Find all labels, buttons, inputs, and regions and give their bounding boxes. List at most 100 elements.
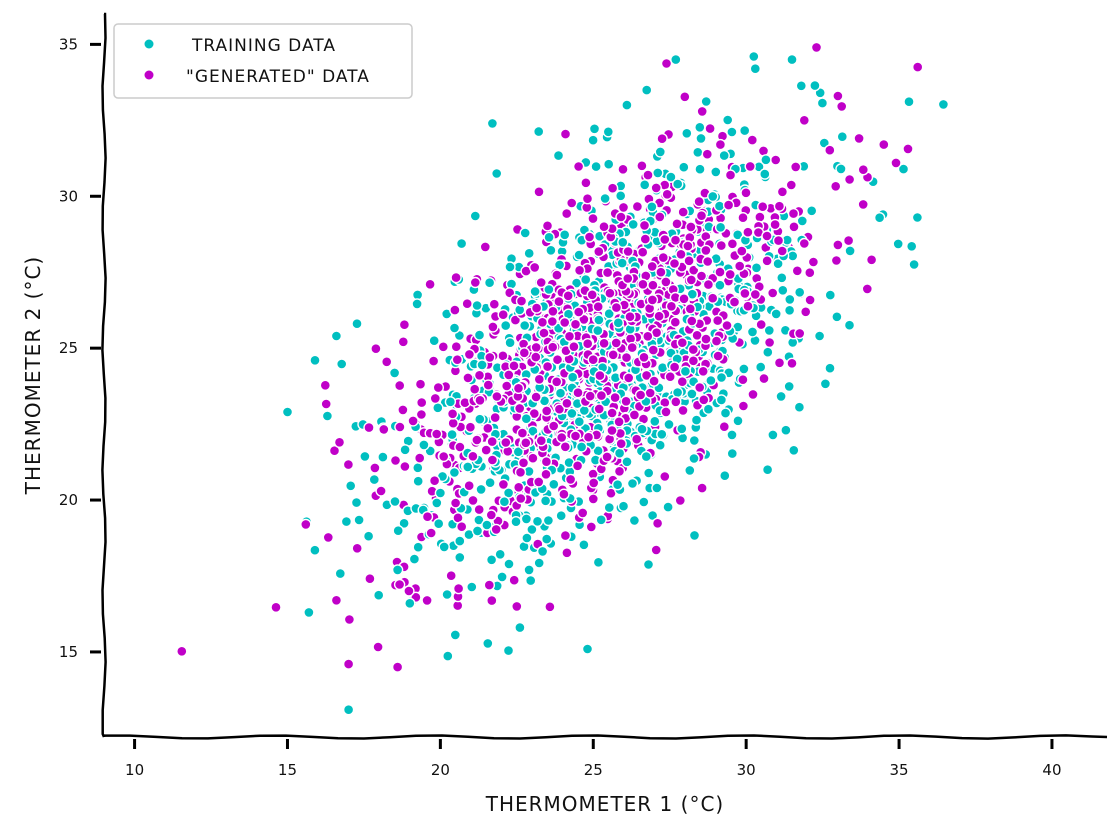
data-point-training (448, 466, 461, 479)
legend-marker-generated (144, 70, 154, 80)
data-point-generated (320, 398, 332, 410)
data-point-generated (474, 394, 486, 406)
data-point-training (392, 525, 404, 537)
data-point-training (726, 126, 738, 138)
data-point-generated (572, 387, 584, 399)
data-point-training (519, 227, 531, 239)
data-point-training (573, 416, 585, 428)
legend-label-training: TRAINING DATA (191, 36, 336, 56)
data-point-generated (609, 391, 621, 404)
data-point-training (732, 415, 744, 427)
data-point-training (539, 495, 552, 507)
data-point-generated (530, 341, 542, 354)
data-point-training (621, 456, 633, 468)
data-point-generated (372, 641, 384, 653)
data-point-generated (512, 382, 525, 394)
data-point-training (903, 95, 915, 108)
data-point-generated (773, 200, 786, 212)
data-point-training (732, 229, 744, 241)
data-point-generated (593, 245, 605, 258)
data-point-training (816, 97, 829, 109)
data-point-training (523, 564, 535, 576)
data-point-generated (695, 209, 708, 222)
data-point-generated (737, 400, 750, 412)
data-point-training (641, 84, 653, 96)
data-point-generated (463, 348, 476, 361)
data-point-generated (698, 394, 710, 406)
data-point-training (695, 132, 707, 145)
data-point-training (567, 371, 579, 383)
data-point-generated (563, 330, 576, 342)
data-point-training (412, 462, 424, 474)
data-point-training (548, 478, 560, 490)
data-point-generated (488, 298, 500, 310)
data-point-training (906, 240, 918, 253)
data-point-training (498, 496, 511, 508)
data-point-training (388, 367, 401, 379)
data-point-generated (540, 456, 553, 468)
data-point-generated (631, 200, 644, 213)
data-point-generated (394, 421, 406, 433)
data-point-training (342, 704, 355, 716)
data-point-training (330, 330, 343, 342)
data-point-generated (561, 207, 573, 220)
data-point-generated (572, 160, 585, 173)
data-point-generated (737, 374, 749, 386)
x-tick-label: 35 (890, 761, 909, 779)
data-point-training (654, 439, 666, 451)
data-point-generated (659, 233, 671, 246)
data-point-training (613, 447, 626, 459)
data-point-generated (669, 234, 682, 246)
data-point-generated (637, 246, 649, 258)
data-point-training (491, 167, 503, 180)
data-point-training (514, 621, 526, 634)
data-point-generated (467, 450, 479, 462)
data-point-training (603, 308, 615, 320)
data-point-generated (551, 376, 563, 388)
data-point-training (503, 558, 515, 570)
data-point-generated (432, 381, 444, 394)
data-point-generated (697, 365, 709, 377)
data-point-training (525, 574, 537, 587)
data-point-generated (517, 457, 530, 469)
data-point-generated (685, 274, 697, 286)
data-point-training (762, 346, 774, 358)
data-point-generated (794, 327, 806, 340)
data-point-generated (594, 369, 606, 382)
data-point-generated (647, 279, 659, 291)
data-point-generated (683, 255, 695, 267)
data-point-generated (770, 154, 782, 166)
data-point-training (776, 272, 788, 284)
data-point-training (481, 519, 493, 531)
data-point-generated (646, 294, 659, 306)
data-point-training (749, 62, 761, 75)
data-point-generated (425, 527, 437, 539)
data-point-generated (724, 169, 737, 181)
data-point-generated (763, 336, 776, 349)
data-point-generated (610, 337, 622, 349)
data-point-training (626, 477, 639, 490)
data-point-generated (757, 200, 769, 213)
data-point-training (671, 386, 684, 399)
data-point-generated (527, 452, 539, 464)
data-point-generated (669, 316, 681, 328)
data-point-generated (541, 405, 553, 417)
data-point-training (824, 362, 836, 374)
data-point-training (581, 643, 594, 655)
data-point-generated (479, 241, 491, 253)
data-point-generated (564, 473, 577, 486)
data-point-generated (471, 434, 483, 446)
data-point-training (897, 163, 910, 175)
data-point-generated (381, 356, 393, 368)
data-point-training (531, 515, 544, 527)
data-point-generated (660, 406, 672, 418)
data-point-training (373, 589, 385, 601)
data-point-generated (749, 288, 761, 301)
data-point-generated (714, 266, 726, 278)
data-point-generated (530, 302, 543, 314)
data-point-generated (592, 301, 604, 313)
data-point-training (399, 444, 411, 456)
data-point-training (656, 428, 668, 440)
data-point-training (719, 407, 732, 419)
data-point-training (599, 192, 611, 205)
